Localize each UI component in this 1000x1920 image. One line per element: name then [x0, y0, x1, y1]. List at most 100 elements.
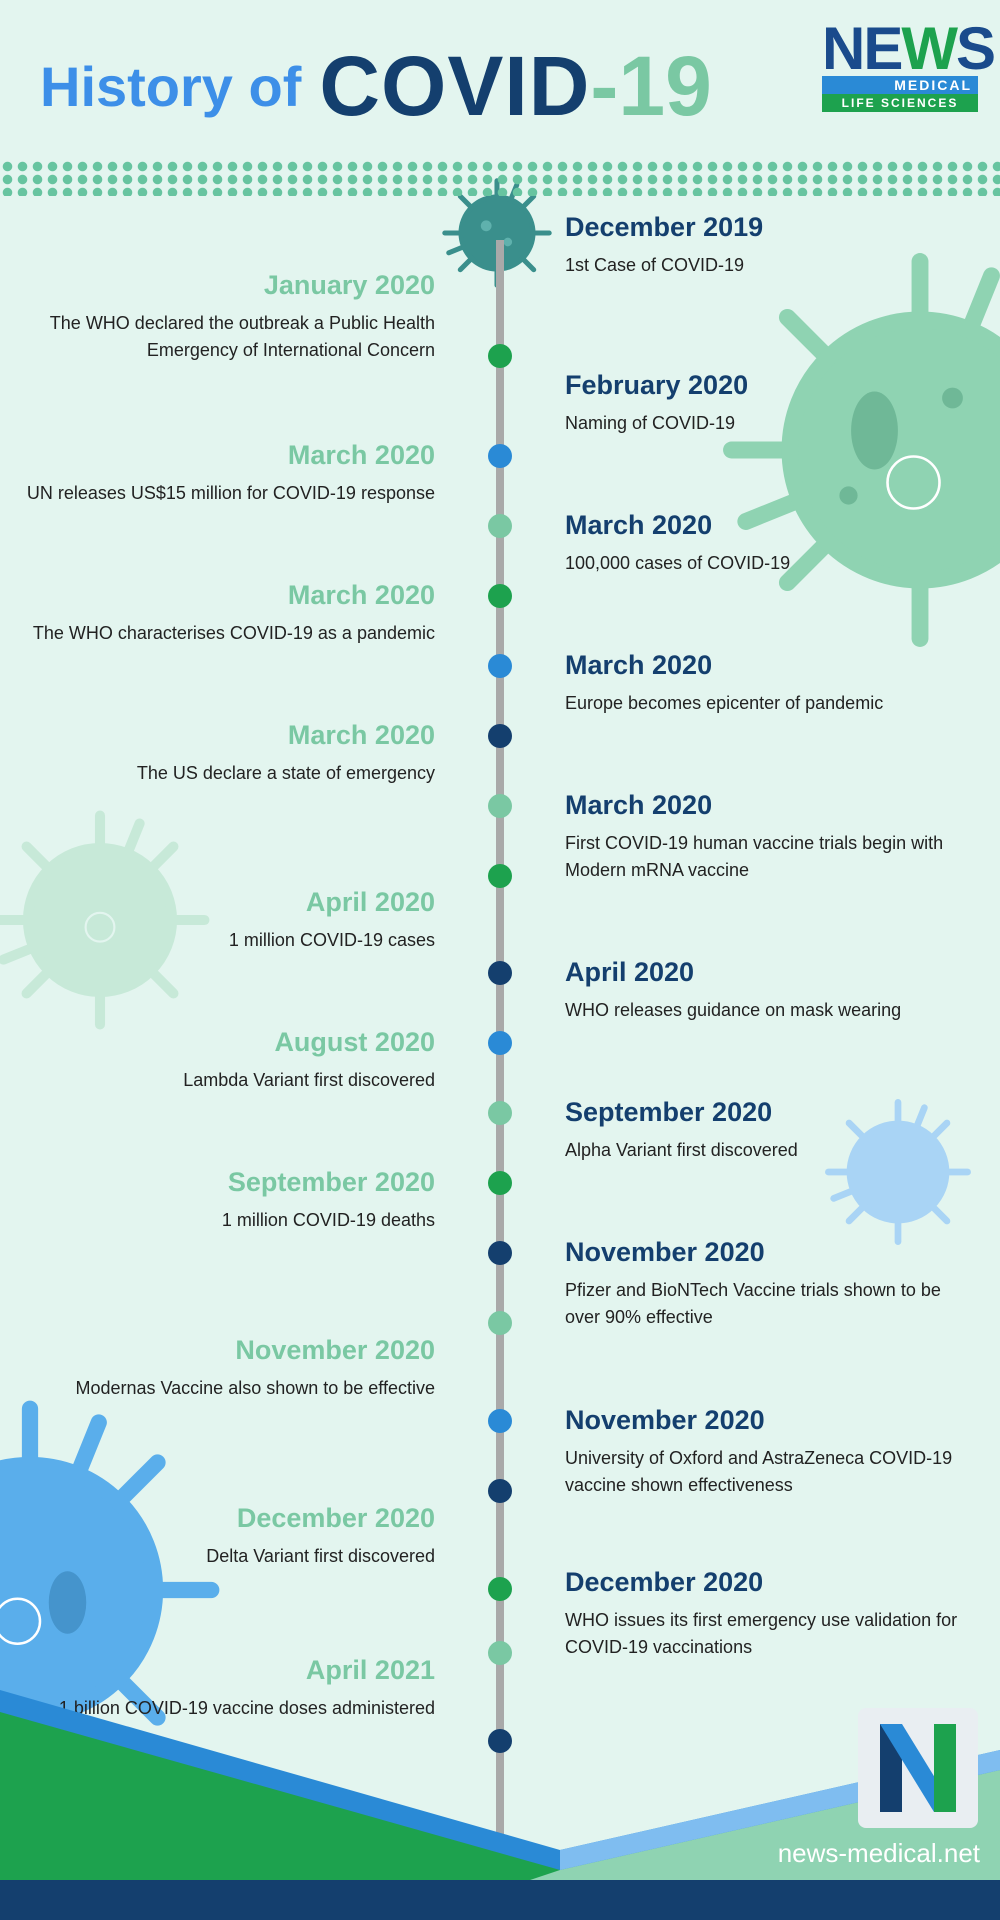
- event-description: Delta Variant first discovered: [206, 1546, 435, 1566]
- event-date: December 2020: [565, 1567, 764, 1597]
- logo-letter-e: E: [863, 15, 903, 82]
- event-date: September 2020: [565, 1097, 773, 1127]
- timeline-marker: [488, 961, 512, 985]
- timeline-entry: August 2020 Lambda Variant first discover…: [15, 1025, 435, 1094]
- timeline-marker: [488, 1641, 512, 1665]
- event-date: February 2020: [565, 370, 749, 400]
- timeline-entry: March 2020 The WHO characterises COVID-19…: [15, 578, 435, 647]
- timeline-entry: February 2020 Naming of COVID-19: [565, 368, 975, 437]
- event-description: The WHO declared the outbreak a Public H…: [49, 313, 435, 360]
- event-date: April 2021: [305, 1655, 435, 1685]
- timeline-entry: September 2020 Alpha Variant first discov…: [565, 1095, 975, 1164]
- virus-large-blue: [0, 1409, 211, 1772]
- timeline-marker: [488, 724, 512, 748]
- timeline-marker: [488, 344, 512, 368]
- timeline-entry: December 2020 WHO issues its first emerge…: [565, 1565, 975, 1661]
- n-letter-icon: [880, 1724, 956, 1812]
- timeline-marker: [488, 1031, 512, 1055]
- title-number: -19: [590, 39, 712, 133]
- logo-wordmark: NEWS: [822, 19, 996, 79]
- page-title: History of COVID-19: [40, 38, 712, 135]
- timeline-marker: [488, 1729, 512, 1753]
- logo-medical: MEDICAL: [822, 76, 978, 94]
- event-date: March 2020: [287, 720, 435, 750]
- timeline-marker: [488, 1241, 512, 1265]
- timeline-marker: [488, 864, 512, 888]
- event-date: March 2020: [565, 510, 713, 540]
- event-date: November 2020: [565, 1237, 765, 1267]
- event-date: December 2019: [565, 212, 764, 242]
- title-prefix: History of: [40, 55, 302, 118]
- timeline-marker: [488, 1577, 512, 1601]
- timeline-marker: [488, 514, 512, 538]
- logo-letter-s: S: [956, 15, 996, 82]
- timeline-entry: November 2020 University of Oxford and As…: [565, 1403, 975, 1499]
- event-description: Pfizer and BioNTech Vaccine trials shown…: [565, 1280, 941, 1327]
- timeline-marker: [488, 1479, 512, 1503]
- event-description: Modernas Vaccine also shown to be effect…: [75, 1378, 435, 1398]
- event-description: WHO issues its first emergency use valid…: [565, 1610, 958, 1657]
- title-covid: COVID: [319, 39, 591, 133]
- event-date: January 2020: [263, 270, 435, 300]
- event-date: November 2020: [235, 1335, 435, 1365]
- event-description: 1st Case of COVID-19: [565, 255, 745, 275]
- logo-letter-n: N: [822, 15, 865, 82]
- event-description: Lambda Variant first discovered: [183, 1070, 435, 1090]
- timeline-entry: April 2020 WHO releases guidance on mask …: [565, 955, 975, 1024]
- event-date: March 2020: [565, 790, 713, 820]
- timeline-entry: March 2020 The US declare a state of emer…: [15, 718, 435, 787]
- timeline-entry: March 2020 UN releases US$15 million for …: [15, 438, 435, 507]
- timeline-entry: March 2020 100,000 cases of COVID-19: [565, 508, 975, 577]
- website-link[interactable]: news-medical.net: [777, 1838, 980, 1868]
- event-date: August 2020: [274, 1027, 435, 1057]
- logo-letter-w: W: [901, 15, 958, 82]
- virus-faded-left: [0, 816, 204, 1025]
- timeline-entry: January 2020 The WHO declared the outbrea…: [15, 268, 435, 364]
- event-description: 1 million COVID-19 cases: [228, 930, 435, 950]
- event-description: University of Oxford and AstraZeneca COV…: [565, 1448, 953, 1495]
- event-date: November 2020: [565, 1405, 765, 1435]
- timeline-marker: [488, 794, 512, 818]
- event-description: The US declare a state of emergency: [136, 763, 435, 783]
- event-description: 1 million COVID-19 deaths: [221, 1210, 435, 1230]
- event-date: March 2020: [287, 440, 435, 470]
- event-description: Europe becomes epicenter of pandemic: [565, 693, 884, 713]
- timeline-entry: November 2020 Modernas Vaccine also shown…: [15, 1333, 435, 1402]
- event-description: The WHO characterises COVID-19 as a pand…: [32, 623, 435, 643]
- timeline-marker: [488, 1409, 512, 1433]
- dotted-divider: [0, 160, 1000, 196]
- event-date: March 2020: [565, 650, 713, 680]
- timeline-marker: [488, 584, 512, 608]
- timeline-marker: [488, 1311, 512, 1335]
- event-date: September 2020: [227, 1167, 435, 1197]
- timeline-entry: April 2021 1 billion COVID-19 vaccine dos…: [15, 1653, 435, 1722]
- event-description: UN releases US$15 million for COVID-19 r…: [26, 483, 435, 503]
- event-description: Alpha Variant first discovered: [565, 1140, 798, 1160]
- event-date: March 2020: [287, 580, 435, 610]
- news-medical-logo: NEWS MEDICAL LIFE SCIENCES: [822, 19, 996, 112]
- timeline-marker: [488, 1171, 512, 1195]
- event-date: April 2020: [565, 957, 695, 987]
- timeline-marker: [488, 444, 512, 468]
- virus-header-teal: [445, 181, 549, 285]
- timeline-entry: September 2020 1 million COVID-19 deaths: [15, 1165, 435, 1234]
- event-description: WHO releases guidance on mask wearing: [565, 1000, 902, 1020]
- event-date: December 2020: [236, 1503, 435, 1533]
- bottom-bar: [0, 1880, 1000, 1920]
- timeline-entry: November 2020 Pfizer and BioNTech Vaccine…: [565, 1235, 975, 1331]
- event-description: First COVID-19 human vaccine trials begi…: [565, 833, 944, 880]
- timeline-entry: December 2020 Delta Variant first discove…: [15, 1501, 435, 1570]
- timeline-entry: April 2020 1 million COVID-19 cases: [15, 885, 435, 954]
- event-description: Naming of COVID-19: [565, 413, 736, 433]
- timeline-marker: [488, 1101, 512, 1125]
- event-date: April 2020: [305, 887, 435, 917]
- news-medical-badge: N: [858, 1708, 978, 1828]
- logo-life-sciences: LIFE SCIENCES: [822, 94, 978, 112]
- timeline-entry: December 2019 1st Case of COVID-19: [565, 210, 975, 279]
- event-description: 100,000 cases of COVID-19: [565, 553, 791, 573]
- virus-large-mint: [732, 262, 1000, 639]
- timeline-entry: March 2020 Europe becomes epicenter of pa…: [565, 648, 975, 717]
- timeline-marker: [488, 654, 512, 678]
